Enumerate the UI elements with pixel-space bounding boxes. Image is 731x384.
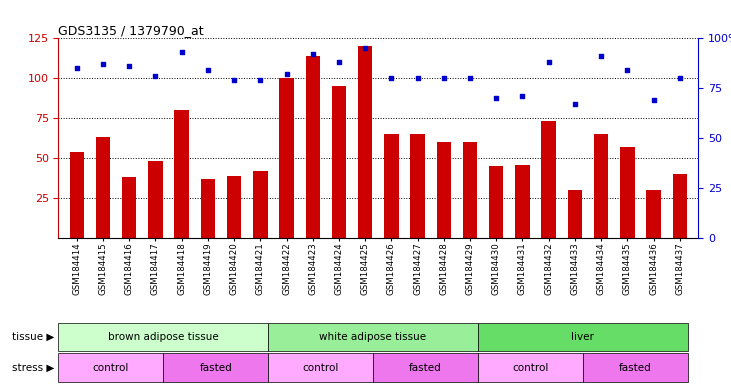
Point [517,93,529,99]
Text: control: control [93,362,129,373]
Text: stress ▶: stress ▶ [12,362,55,373]
Text: white adipose tissue: white adipose tissue [319,332,427,342]
Bar [148,161,163,238]
Text: fasted: fasted [409,362,442,373]
Text: brown adipose tissue: brown adipose tissue [108,332,219,342]
Bar [279,78,294,238]
Bar [646,190,661,238]
Point [491,95,502,101]
Bar [515,165,530,238]
Point [176,49,188,55]
Point [281,71,292,78]
Point [543,59,555,65]
Bar [332,86,346,238]
Bar [175,110,189,238]
Point [674,75,686,81]
Bar [201,179,215,238]
Point [412,75,423,81]
Bar [96,137,110,238]
Point [254,77,266,83]
Text: GDS3135 / 1379790_at: GDS3135 / 1379790_at [58,24,204,37]
Bar [122,177,137,238]
Bar [489,166,504,238]
Bar [69,152,84,238]
Point [71,65,83,71]
Point [124,63,135,70]
Point [202,67,213,73]
Bar [306,56,320,238]
Point [595,53,607,60]
Point [648,97,659,103]
Text: liver: liver [572,332,594,342]
Point [228,77,240,83]
Point [307,51,319,58]
Text: control: control [512,362,548,373]
Point [385,75,397,81]
Point [97,61,109,68]
Text: fasted: fasted [619,362,651,373]
Text: tissue ▶: tissue ▶ [12,332,55,342]
Text: fasted: fasted [200,362,232,373]
Point [333,59,345,65]
Bar [385,134,398,238]
Bar [620,147,635,238]
Bar [227,176,241,238]
Point [569,101,580,108]
Bar [568,190,582,238]
Bar [463,142,477,238]
Bar [594,134,608,238]
Bar [436,142,451,238]
Bar [358,46,372,238]
Point [438,75,450,81]
Bar [253,171,268,238]
Bar [673,174,687,238]
Point [360,45,371,51]
Bar [410,134,425,238]
Text: control: control [303,362,338,373]
Point [621,67,633,73]
Point [150,73,162,79]
Point [464,75,476,81]
Bar [542,121,556,238]
